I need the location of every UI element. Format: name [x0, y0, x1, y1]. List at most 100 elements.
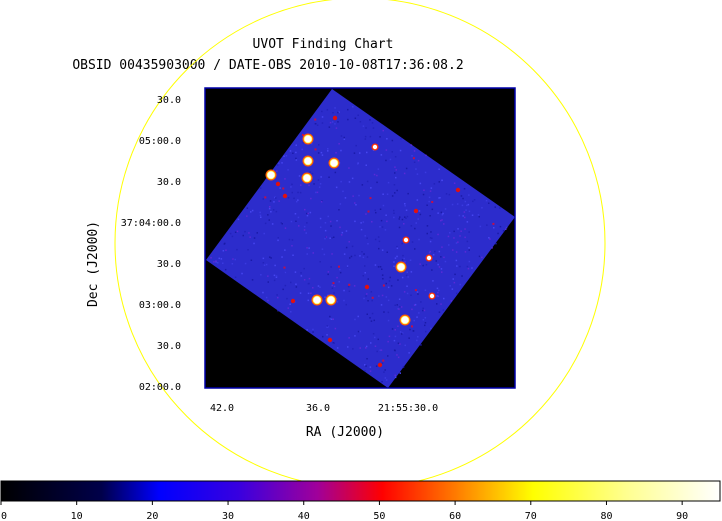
noise-pixel	[396, 255, 398, 258]
noise-pixel	[397, 342, 400, 344]
noise-pixel	[357, 163, 359, 165]
noise-pixel	[292, 254, 294, 256]
noise-pixel	[405, 167, 408, 170]
noise-pixel	[326, 326, 328, 328]
noise-pixel	[424, 317, 427, 319]
y-tick-label: 37:04:00.0	[121, 218, 181, 229]
noise-pixel	[429, 240, 432, 243]
colorbar-tick-label: 80	[600, 511, 612, 521]
noise-pixel	[379, 266, 382, 268]
noise-pixel	[415, 168, 417, 170]
noise-pixel	[453, 230, 455, 233]
noise-pixel	[357, 114, 359, 116]
noise-pixel	[410, 294, 412, 296]
noise-pixel	[320, 176, 322, 178]
noise-pixel	[459, 265, 461, 268]
noise-pixel	[294, 271, 297, 273]
noise-pixel	[295, 286, 298, 288]
noise-pixel	[329, 315, 331, 318]
y-tick-label: 05:00.0	[139, 136, 181, 147]
noise-pixel	[397, 308, 399, 310]
noise-pixel	[437, 291, 439, 294]
noise-pixel	[387, 181, 390, 184]
noise-pixel	[365, 213, 367, 215]
star-core	[426, 255, 432, 261]
noise-pixel	[413, 319, 415, 322]
noise-pixel	[411, 308, 413, 311]
noise-pixel	[440, 303, 442, 305]
noise-pixel	[437, 212, 439, 214]
noise-pixel	[343, 253, 346, 255]
noise-pixel	[290, 281, 292, 284]
noise-pixel	[399, 216, 401, 218]
noise-pixel	[406, 285, 408, 287]
noise-pixel	[432, 280, 434, 282]
noise-pixel	[295, 144, 297, 146]
noise-pixel	[397, 325, 399, 327]
noise-pixel	[379, 226, 381, 228]
y-tick-labels: 30.0 05:00.0 30.0 37:04:00.0 30.0 03:00.0 30.0…	[121, 95, 181, 393]
noise-pixel	[399, 331, 402, 333]
noise-pixel	[320, 201, 323, 203]
noise-pixel	[389, 276, 391, 279]
noise-pixel	[333, 285, 336, 288]
noise-pixel	[347, 108, 349, 111]
noise-pixel	[344, 197, 347, 199]
hot-pixel	[411, 325, 413, 328]
noise-pixel	[366, 180, 369, 183]
noise-pixel	[393, 209, 395, 212]
noise-pixel	[463, 211, 466, 213]
y-tick-label: 30.0	[157, 341, 181, 352]
noise-pixel	[399, 149, 402, 152]
noise-pixel	[357, 330, 360, 333]
noise-pixel	[306, 253, 308, 255]
y-tick-label: 30.0	[157, 95, 181, 106]
faint-source	[275, 181, 281, 187]
noise-pixel	[367, 300, 369, 302]
noise-pixel	[448, 193, 451, 196]
noise-pixel	[438, 289, 440, 292]
noise-pixel	[306, 212, 308, 215]
noise-pixel	[426, 225, 429, 227]
noise-pixel	[259, 214, 262, 217]
noise-pixel	[307, 212, 309, 215]
noise-pixel	[441, 179, 443, 182]
noise-pixel	[453, 182, 456, 184]
noise-pixel	[312, 287, 314, 289]
noise-pixel	[404, 344, 406, 347]
noise-pixel	[369, 119, 371, 121]
noise-pixel	[405, 217, 407, 219]
noise-pixel	[428, 251, 431, 254]
noise-pixel	[339, 226, 341, 229]
noise-pixel	[466, 204, 468, 207]
star-core	[372, 144, 378, 150]
noise-pixel	[450, 300, 453, 302]
noise-pixel	[326, 334, 328, 336]
noise-pixel	[366, 256, 369, 258]
noise-pixel	[326, 109, 329, 111]
noise-pixel	[244, 230, 246, 233]
noise-pixel	[406, 292, 409, 295]
noise-pixel	[366, 293, 368, 295]
noise-pixel	[424, 289, 427, 291]
noise-pixel	[296, 200, 298, 203]
noise-pixel	[273, 201, 275, 203]
noise-pixel	[246, 215, 248, 217]
noise-pixel	[397, 356, 400, 359]
noise-pixel	[381, 268, 383, 270]
noise-pixel	[312, 252, 314, 254]
noise-pixel	[291, 183, 293, 186]
noise-pixel	[290, 311, 292, 313]
noise-pixel	[288, 238, 291, 241]
noise-pixel	[329, 121, 332, 124]
noise-pixel	[414, 248, 416, 250]
noise-pixel	[391, 328, 394, 330]
x-tick-label: 42.0	[210, 403, 234, 414]
noise-pixel	[396, 354, 398, 356]
noise-pixel	[279, 187, 281, 189]
noise-pixel	[336, 301, 339, 303]
noise-pixel	[263, 232, 265, 235]
noise-pixel	[429, 190, 432, 192]
noise-pixel	[303, 225, 306, 228]
colorbar-ticks: 0 10 20 30 40 50 60 70 80 90	[0, 501, 688, 521]
